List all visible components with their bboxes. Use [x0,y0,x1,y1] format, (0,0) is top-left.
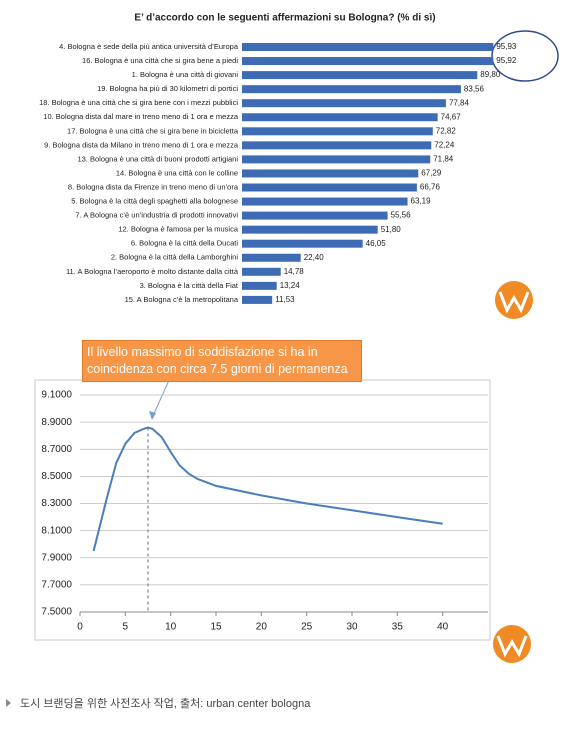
y-tick-label: 7.7000 [41,580,72,591]
bar [242,169,419,178]
y-tick-label: 8.7000 [41,444,72,455]
value-label: 83,56 [464,84,485,93]
bar [242,155,431,164]
annotation: Il livello massimo di soddisfazione si h… [82,340,362,382]
category-label: 6. Bologna è la città della Ducati [131,239,238,248]
bar [242,267,281,276]
value-label: 63,19 [411,197,432,206]
value-label: 95,92 [496,56,517,65]
caption-bullet [6,699,11,707]
x-tick-label: 5 [123,622,129,633]
y-tick-label: 8.1000 [41,525,72,536]
bar [242,239,363,248]
value-label: 14,78 [284,267,305,276]
bar [242,183,417,192]
category-label: 11. A Bologna l’aeroporto è molto distan… [66,267,239,276]
y-tick-label: 8.3000 [41,498,72,509]
value-label: 89,80 [480,70,501,79]
bar [242,225,378,234]
line-series [92,426,443,552]
y-tick-label: 8.5000 [41,471,72,482]
value-label: 74,67 [441,112,462,121]
category-label: 13. Bologna è una città di buoni prodott… [77,154,238,163]
bar [242,197,408,206]
y-tick-label: 8.9000 [41,417,72,428]
category-label: 17. Bologna è una città che si gira bene… [67,126,239,135]
bar [242,141,432,150]
x-tick-label: 15 [210,622,222,633]
category-label: 14. Bologna è una città con le colline [116,168,238,177]
category-label: 12. Bologna è famosa per la musica [118,225,238,234]
bar [242,71,478,80]
x-tick-label: 20 [256,622,268,633]
category-label: 10. Bologna dista dal mare in treno meno… [43,112,239,121]
category-label: 19. Bologna ha più di 30 kilometri di po… [97,84,238,93]
caption: 도시 브랜딩을 위한 사전조사 작업, 출처: urban center bol… [20,698,311,710]
value-label: 71,84 [433,155,454,164]
bar [242,99,446,108]
category-label: 4. Bologna è sede della più antica unive… [59,42,239,51]
bar [242,43,494,51]
value-label: 51,80 [381,225,402,234]
value-label: 22,40 [304,253,325,262]
category-label: 18. Bologna è una città che si gira bene… [39,98,238,107]
category-label: 3. Bologna è la città della Fiat [140,281,239,290]
category-label: 1. Bologna è una città di giovani [132,70,239,79]
y-tick-label: 7.9000 [41,552,72,563]
value-label: 67,29 [421,169,442,178]
x-tick-label: 10 [165,622,177,633]
value-label: 55,56 [391,211,412,220]
category-label: 5. Bologna è la città degli spaghetti al… [71,197,238,206]
category-label: 7. A Bologna c’è un’industria di prodott… [75,211,238,220]
value-label: 77,84 [449,98,470,107]
bar [242,113,438,122]
x-tick-label: 30 [346,622,358,633]
value-label: 46,05 [366,239,387,248]
y-tick-label: 7.5000 [41,607,72,618]
value-label: 66,76 [420,183,441,192]
category-label: 8. Bologna dista da Firenze in treno men… [68,182,239,191]
chart-title: E’ d’accordo con le seguenti affermazion… [134,13,435,24]
category-label: 15. A Bologna c’è la metropolitana [125,295,239,304]
value-label: 11,53 [275,295,295,304]
arrow-head [149,411,156,420]
logo [493,625,531,663]
bar [242,85,461,94]
x-tick-label: 25 [301,622,313,633]
value-label: 72,82 [436,126,457,135]
value-label: 95,93 [496,42,517,51]
bar [242,281,277,290]
bar [242,295,273,304]
x-tick-label: 0 [77,622,83,633]
bar [242,57,494,66]
bar [242,253,301,262]
bar [242,127,433,136]
y-tick-label: 9.1000 [41,390,72,401]
category-label: 16. Bologna è una città che si gira bene… [82,56,238,65]
category-label: 9. Bologna dista da Milano in treno meno… [44,140,239,149]
highlight-circle [491,30,559,82]
bar [242,211,388,220]
value-label: 13,24 [280,281,301,290]
category-label: 2. Bologna è la città della Lamborghini [111,253,239,262]
x-tick-label: 40 [437,622,449,633]
logo [495,281,533,319]
x-tick-label: 35 [392,622,404,633]
value-label: 72,24 [434,140,455,149]
callout-arrow [151,377,171,419]
